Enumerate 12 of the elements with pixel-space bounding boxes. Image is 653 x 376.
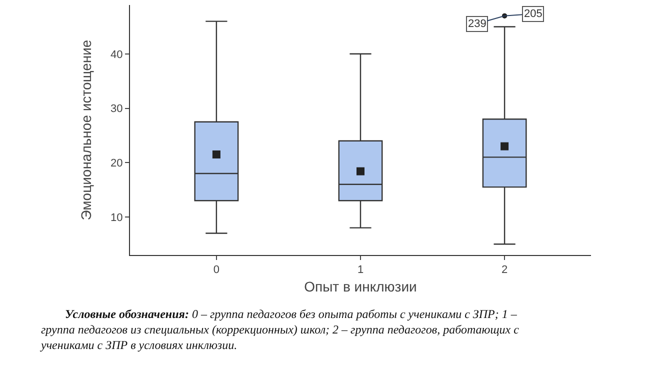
text: Условные обозначения: 0 – группа педагогов без опыта работы с учениками с ЗПР; 1 – группа педагогов из специальных (коррекционных) школ; 2 – группа педагогов, работающих с учениками с ЗПР в условиях инклюзии. — [40, 307, 520, 352]
annotation: 239 — [468, 18, 486, 30]
y-tick-label: 40 — [110, 48, 123, 61]
annotation: 205 — [524, 8, 542, 20]
y-tick-label: 30 — [110, 103, 123, 116]
x-tick-label: 0 — [213, 264, 220, 276]
x-tick-label: 1 — [357, 264, 364, 276]
x-tick-label: 2 — [501, 264, 508, 276]
y-tick-label: 10 — [110, 212, 123, 224]
y-tick-label: 20 — [110, 157, 123, 170]
x-axis-title: Опыт в инклюзии — [304, 278, 417, 294]
y-axis-title: Эмоциональное истощение — [78, 40, 94, 220]
